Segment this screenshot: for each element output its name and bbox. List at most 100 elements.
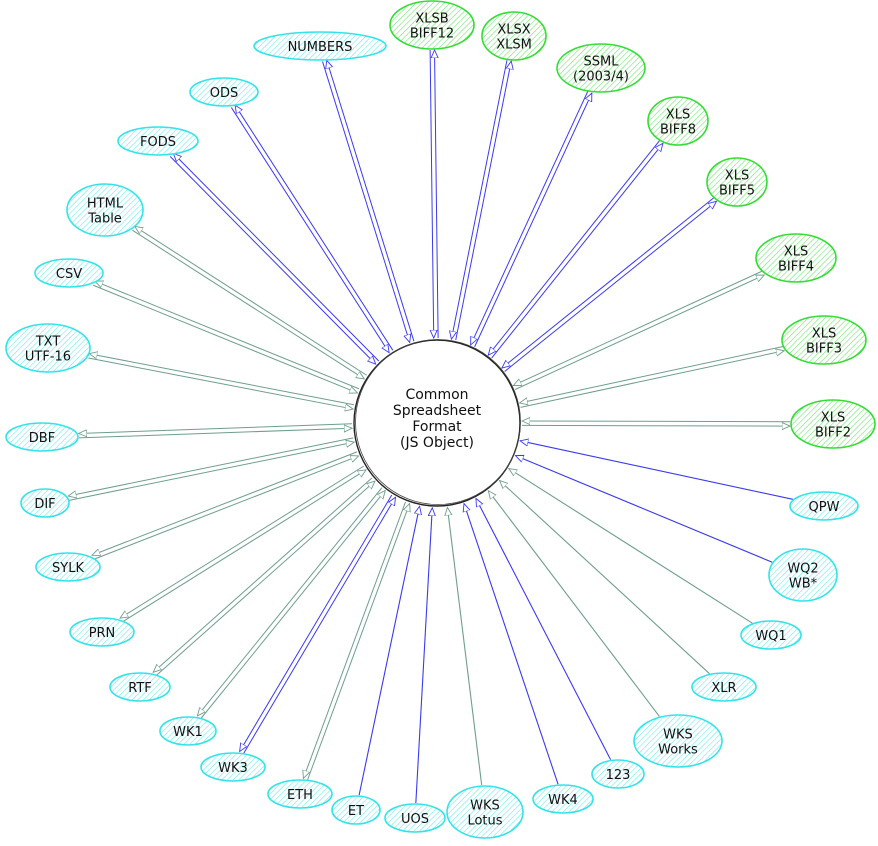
- read-arrow: [68, 442, 354, 501]
- node-label: XLS: [666, 108, 690, 123]
- node-csv[interactable]: CSV: [34, 258, 104, 288]
- node-label: XLS: [725, 169, 749, 184]
- read-arrow: [488, 140, 660, 356]
- edge-biff2: [522, 421, 790, 426]
- node-ellipse: [755, 233, 837, 283]
- node-123[interactable]: 123: [591, 759, 645, 789]
- node-ellipse: [532, 784, 594, 814]
- write-arrow: [68, 437, 354, 496]
- node-label: HTML: [87, 197, 124, 212]
- node-wk4[interactable]: WK4: [532, 784, 594, 814]
- node-prn[interactable]: PRN: [69, 617, 135, 647]
- node-label: PRN: [89, 626, 116, 641]
- node-label: XLS: [821, 411, 845, 426]
- node-ssml[interactable]: SSML(2003/4): [556, 43, 646, 93]
- node-ellipse: [253, 31, 387, 61]
- node-label: DIF: [34, 497, 55, 512]
- write-arrow: [92, 451, 358, 555]
- edge-et: [358, 506, 419, 796]
- node-ellipse: [556, 43, 646, 93]
- node-wq1[interactable]: WQ1: [740, 620, 802, 650]
- read-arrow: [451, 60, 508, 339]
- node-label: QPW: [809, 500, 840, 515]
- node-dbf[interactable]: DBF: [5, 422, 79, 452]
- write-arrow: [514, 275, 764, 390]
- node-label: BIFF8: [660, 123, 696, 138]
- write-arrow: [235, 105, 394, 351]
- node-label: Works: [658, 743, 698, 758]
- node-label: BIFF3: [806, 342, 842, 357]
- node-ellipse: [647, 96, 709, 146]
- edge-uos: [415, 508, 432, 804]
- edge-biff8: [488, 140, 663, 359]
- read-arrow: [358, 506, 419, 796]
- node-label: BIFF5: [719, 184, 755, 199]
- node-ellipse: [109, 672, 171, 702]
- node-wk3[interactable]: WK3: [200, 752, 266, 782]
- node-label: WK3: [218, 761, 248, 776]
- node-fods[interactable]: FODS: [117, 126, 199, 156]
- read-arrow: [520, 346, 784, 403]
- write-arrow: [327, 60, 415, 342]
- node-ellipse: [789, 491, 859, 521]
- edge-wks-lotus: [447, 507, 483, 786]
- node-label: XLSB: [415, 12, 448, 27]
- node-eth[interactable]: ETH: [267, 779, 333, 809]
- node-qpw[interactable]: QPW: [789, 491, 859, 521]
- node-uos[interactable]: UOS: [384, 803, 446, 833]
- node-ellipse: [591, 759, 645, 789]
- node-label: XLR: [711, 681, 736, 696]
- node-rtf[interactable]: RTF: [109, 672, 171, 702]
- write-arrow: [153, 477, 373, 672]
- edge-biff3: [520, 346, 785, 408]
- node-label: CSV: [56, 267, 82, 282]
- node-ellipse: [117, 126, 199, 156]
- edge-csv: [93, 281, 360, 393]
- edge-fods: [169, 153, 380, 364]
- node-numbers[interactable]: NUMBERS: [253, 31, 387, 61]
- write-arrow: [89, 354, 355, 406]
- node-ellipse: [20, 488, 70, 518]
- node-label: WK1: [173, 725, 203, 740]
- read-arrow: [93, 284, 357, 393]
- node-xlr[interactable]: XLR: [691, 672, 757, 702]
- node-ods[interactable]: ODS: [189, 77, 259, 107]
- read-arrow: [520, 441, 793, 500]
- node-wk1[interactable]: WK1: [159, 716, 217, 746]
- node-label: XLS: [812, 327, 836, 342]
- node-label: BIFF12: [410, 27, 454, 42]
- read-arrow: [415, 508, 432, 804]
- node-label: UTF-16: [25, 350, 71, 365]
- node-ellipse: [633, 714, 723, 768]
- write-arrow: [521, 425, 790, 426]
- edge-qpw: [520, 441, 793, 500]
- node-sylk[interactable]: SYLK: [35, 552, 101, 582]
- edge-prn: [120, 465, 366, 623]
- write-arrow: [520, 351, 785, 408]
- edge-eth: [303, 501, 409, 781]
- read-arrow: [243, 497, 395, 754]
- node-label: ET: [348, 804, 364, 819]
- write-arrow: [474, 93, 592, 347]
- write-arrow: [135, 226, 367, 376]
- read-arrow: [522, 421, 791, 422]
- node-dif[interactable]: DIF: [20, 488, 70, 518]
- node-label: WK4: [548, 793, 578, 808]
- node-et[interactable]: ET: [331, 795, 381, 825]
- center-circle-sketch: [355, 339, 521, 505]
- read-arrow: [322, 61, 410, 343]
